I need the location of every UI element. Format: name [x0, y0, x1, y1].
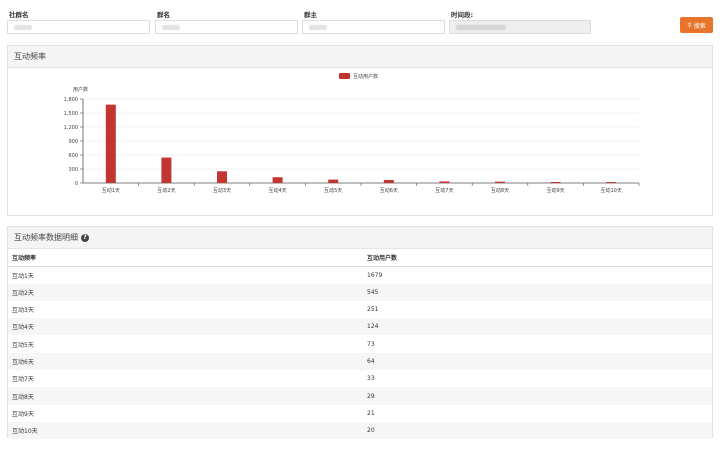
cell-users: 545 [363, 283, 712, 301]
bar [217, 171, 227, 183]
x-tick-label: 互动7天 [435, 187, 453, 194]
cell-frequency: 互动8天 [8, 387, 363, 405]
table-row: 互动4天 124 [8, 318, 712, 336]
chart-panel: 互动频率 0 300 600 900 1,200 1,500 1,800 用户数互动1天 互动2… [7, 45, 713, 216]
placeholder [14, 25, 32, 30]
x-tick-label: 互动4天 [269, 187, 287, 194]
cell-frequency: 互动5天 [12, 341, 34, 349]
help-icon[interactable]: ? [81, 233, 89, 242]
cell-frequency: 互动2天 [8, 283, 363, 301]
y-tick-label: 300 [68, 167, 78, 173]
search-button[interactable]: ⚲ 搜索 [680, 17, 713, 33]
table-row: 互动8天 29 [8, 387, 712, 405]
header-frequency: 互动频率 [8, 249, 363, 267]
x-tick-label: 互动8天 [491, 187, 509, 194]
table-panel-header: 互动频率数据明细? [8, 227, 712, 249]
x-tick-label: 互动9天 [547, 187, 565, 194]
cell-frequency: 互动3天 [12, 307, 34, 315]
owner-input[interactable] [302, 20, 445, 34]
table-row: 互动3天 251 [8, 301, 712, 318]
bar [161, 157, 172, 183]
cell-frequency: 互动1天 [12, 272, 34, 280]
cell-users: 1679 [367, 271, 383, 279]
bar [383, 180, 394, 183]
header-users: 互动用户数 [363, 249, 712, 267]
time-range-input[interactable] [449, 20, 591, 34]
y-tick-label: 600 [68, 153, 78, 159]
placeholder [162, 25, 180, 30]
bar [105, 104, 116, 183]
bar [439, 181, 450, 183]
table-row: 互动2天 545 [8, 283, 712, 301]
y-tick-label: 1,800 [64, 97, 78, 103]
cell-frequency: 互动6天 [8, 352, 363, 371]
bar [550, 182, 561, 183]
cell-users: 73 [367, 340, 375, 348]
cell-users: 21 [367, 409, 375, 417]
bar [328, 179, 339, 183]
cell-frequency: 互动4天 [8, 318, 363, 336]
bar [606, 182, 617, 183]
x-tick-label: 互动5天 [324, 187, 342, 194]
table-header-row: 互动频率 互动用户数 [8, 249, 712, 267]
cell-users: 64 [363, 352, 712, 371]
table-row: 互动5天 73 [8, 335, 712, 352]
cell-users: 20 [363, 421, 712, 440]
table-row: 互动6天 64 [8, 352, 712, 371]
table-row: 互动1天 1679 [8, 266, 712, 283]
x-tick-label: 互动10天 [601, 187, 622, 194]
x-tick-label: 互动2天 [157, 187, 175, 194]
table-panel: 互动频率数据明细? 互动频率 互动用户数 互动1天 1679 互动2天 545 互动3天 2… [7, 226, 713, 440]
x-tick-label: 互动1天 [102, 187, 120, 194]
bar [272, 177, 283, 183]
placeholder [309, 25, 327, 30]
table-row: 互动10天 20 [8, 421, 712, 440]
cell-users: 33 [367, 375, 375, 383]
cell-frequency: 互动10天 [8, 421, 363, 440]
x-tick-label: 互动3天 [213, 187, 231, 194]
community-label: 社群名 [9, 11, 29, 19]
group-input[interactable] [155, 20, 298, 34]
cell-frequency: 互动7天 [12, 376, 34, 384]
cell-users: 124 [363, 318, 712, 336]
group-label: 群名 [157, 11, 170, 19]
time-label: 时间段: [451, 11, 474, 19]
table-row: 互动9天 21 [8, 405, 712, 422]
y-tick-label: 1,200 [64, 125, 78, 131]
search-label: 搜索 [693, 22, 706, 30]
data-table: 互动频率 互动用户数 互动1天 1679 互动2天 545 互动3天 251 互动4天 124 互… [8, 249, 712, 440]
y-tick-label: 1,500 [64, 111, 78, 117]
legend-swatch [339, 73, 350, 79]
y-tick-label: 0 [75, 181, 78, 187]
cell-users: 29 [363, 387, 712, 405]
bar [495, 181, 505, 183]
owner-label: 群主 [304, 11, 317, 19]
legend-label: 互动用户数 [353, 73, 378, 80]
table-row: 互动7天 33 [8, 370, 712, 387]
cell-users: 251 [367, 306, 379, 314]
placeholder [456, 25, 506, 30]
x-tick-label: 互动6天 [380, 187, 398, 194]
chart-panel-title: 互动频率 [8, 46, 712, 68]
cell-frequency: 互动9天 [12, 410, 34, 418]
y-tick-label: 900 [68, 139, 78, 145]
community-input[interactable] [7, 20, 150, 34]
y-axis-label: 用户数 [73, 86, 88, 93]
table-panel-title: 互动频率数据明细 [14, 233, 78, 242]
search-icon: ⚲ [687, 21, 692, 29]
